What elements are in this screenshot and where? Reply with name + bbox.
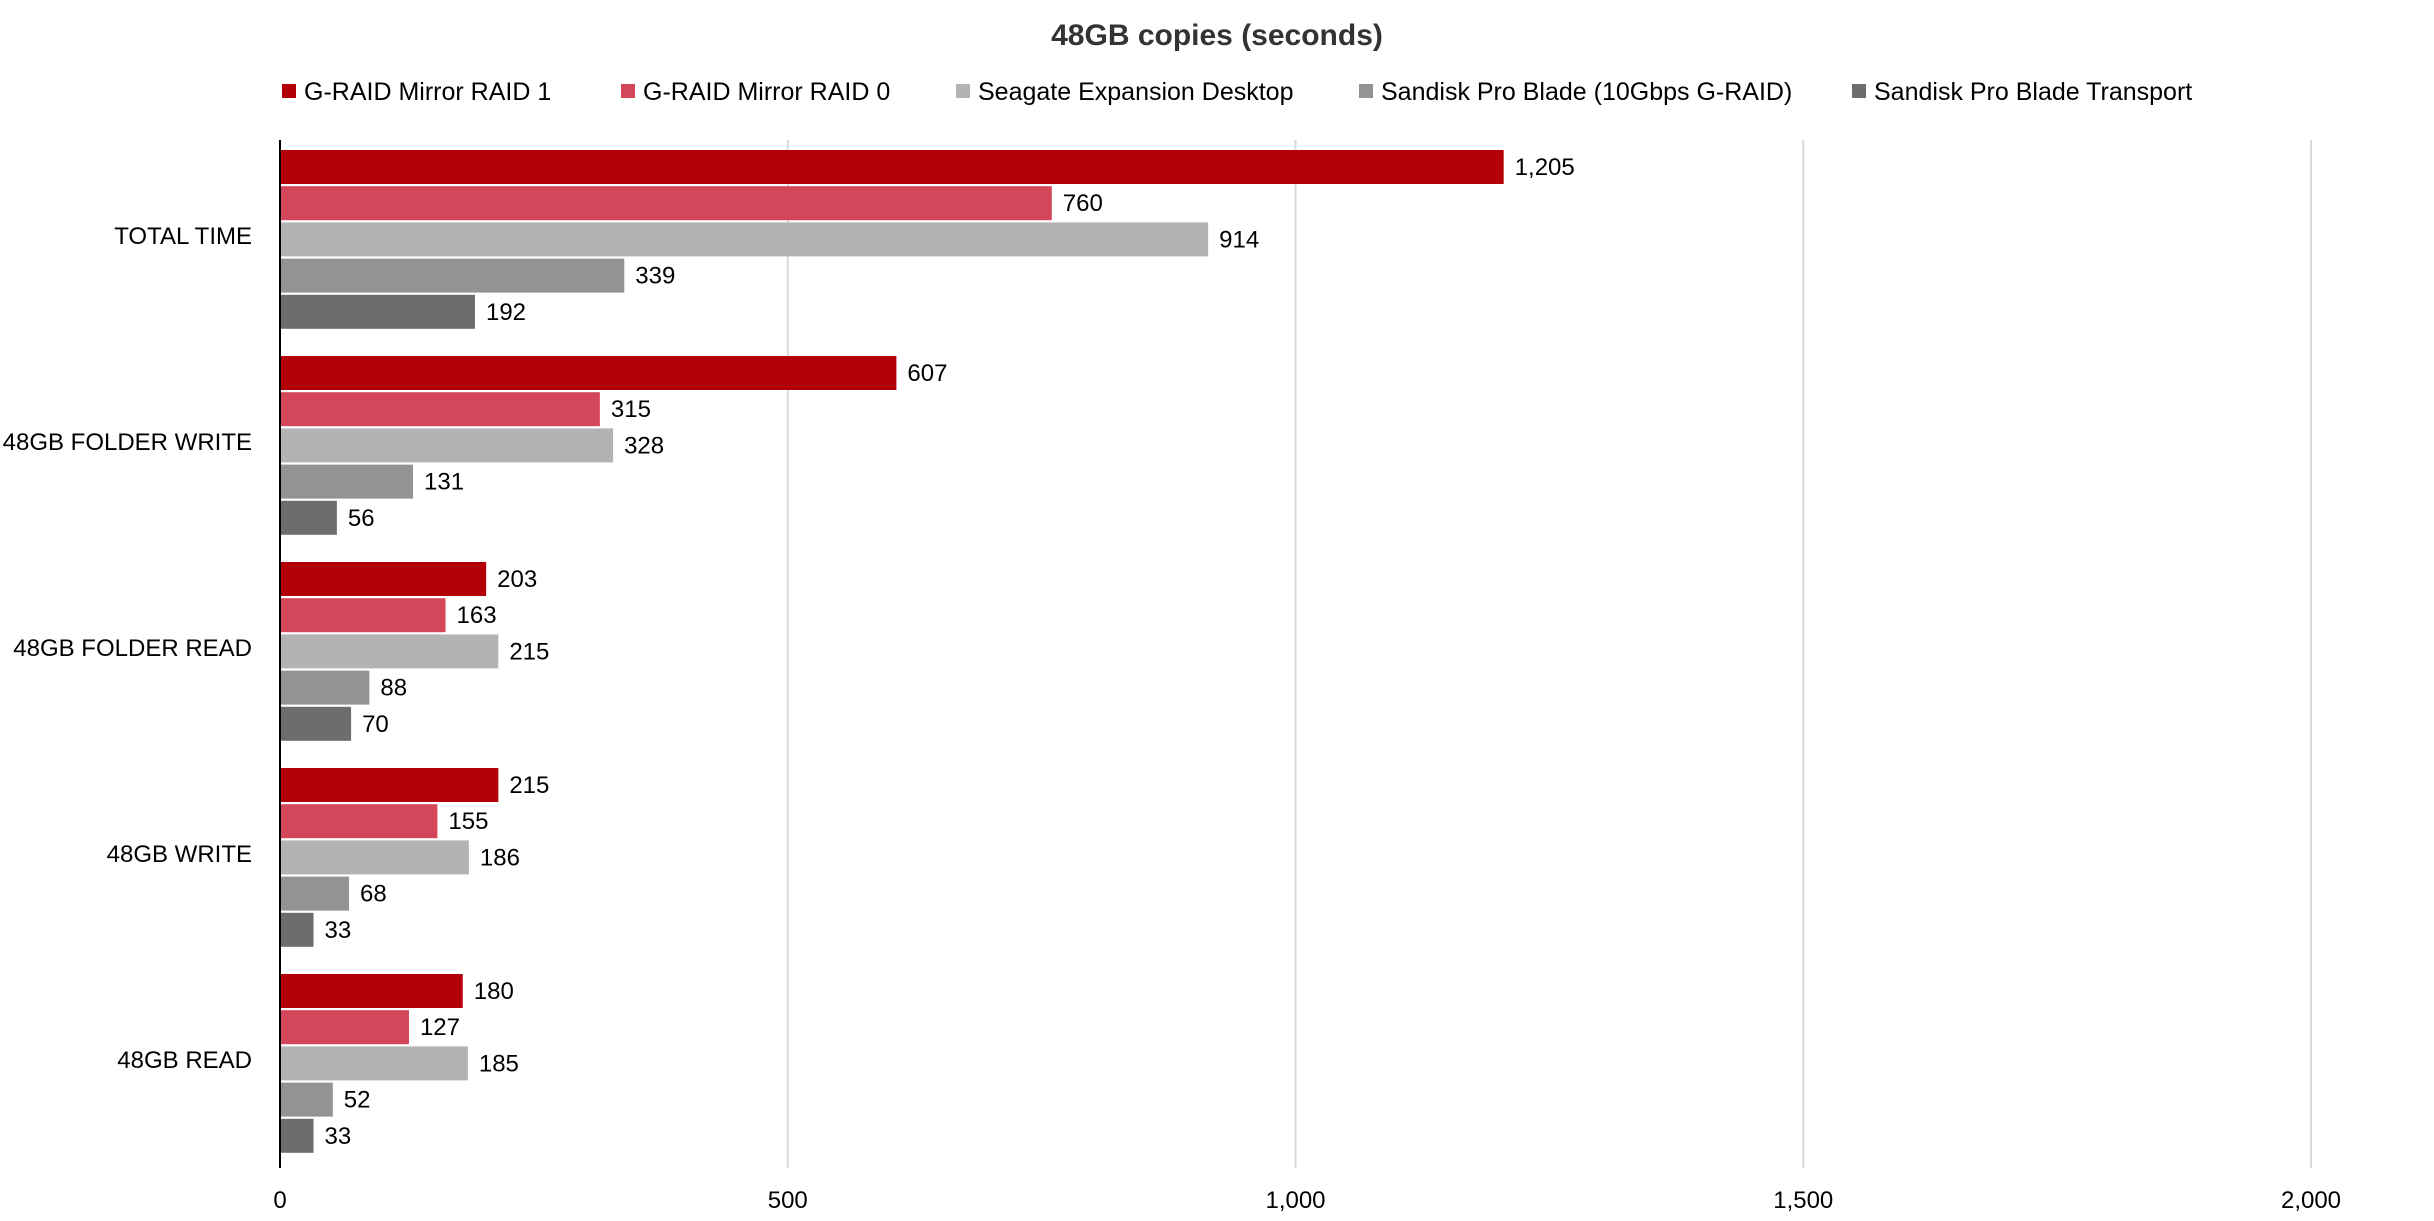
legend-item: Seagate Expansion Desktop (956, 78, 1294, 106)
bar (280, 1082, 333, 1117)
legend-item: G-RAID Mirror RAID 0 (621, 78, 890, 106)
data-label: 914 (1219, 226, 1259, 253)
legend-swatch (956, 84, 970, 98)
bar (280, 428, 614, 463)
x-tick-label: 1,000 (1265, 1187, 1325, 1214)
x-tick-labels: 0 500 1,000 1,500 2,000 (273, 1187, 2341, 1214)
data-label: 203 (497, 566, 537, 593)
legend-label: Seagate Expansion Desktop (978, 78, 1294, 106)
data-label: 155 (448, 808, 488, 835)
legend-label: G-RAID Mirror RAID 1 (304, 78, 551, 106)
data-label: 192 (486, 299, 526, 326)
bar (280, 804, 438, 839)
category-label: 48GB WRITE (107, 841, 252, 868)
data-label: 215 (509, 638, 549, 665)
bars (280, 150, 1504, 1153)
legend-swatch (621, 84, 635, 98)
bar (280, 598, 446, 633)
legend-swatch (282, 84, 296, 98)
data-label: 33 (325, 917, 352, 944)
x-tick-label: 0 (273, 1187, 286, 1214)
data-label: 185 (479, 1050, 519, 1077)
data-label: 68 (360, 881, 387, 908)
chart-title: 48GB copies (seconds) (1051, 19, 1383, 52)
bar (280, 974, 463, 1008)
data-label: 607 (907, 360, 947, 387)
bar (280, 706, 352, 741)
data-label: 186 (480, 844, 520, 871)
bar (280, 356, 897, 390)
bar (280, 150, 1504, 184)
category-label: 48GB FOLDER READ (13, 635, 252, 662)
data-label: 131 (424, 469, 464, 496)
bar (280, 634, 499, 669)
data-label: 215 (509, 772, 549, 799)
data-label: 1,205 (1515, 154, 1575, 181)
bar (280, 1118, 314, 1153)
bar (280, 562, 487, 596)
data-label: 315 (611, 396, 651, 423)
data-label: 88 (380, 675, 407, 702)
category-label: TOTAL TIME (114, 223, 252, 250)
data-label: 163 (457, 602, 497, 629)
bar (280, 500, 337, 535)
legend-item: Sandisk Pro Blade Transport (1852, 78, 2192, 106)
bar (280, 186, 1052, 221)
legend-label: G-RAID Mirror RAID 0 (643, 78, 890, 106)
x-tick-label: 2,000 (2281, 1187, 2341, 1214)
data-label: 127 (420, 1014, 460, 1041)
legend-swatch (1852, 84, 1866, 98)
bar (280, 222, 1209, 257)
category-label: 48GB READ (117, 1047, 252, 1074)
bar (280, 670, 370, 705)
x-tick-label: 1,500 (1773, 1187, 1833, 1214)
x-tick-label: 500 (768, 1187, 808, 1214)
data-label: 180 (474, 978, 514, 1005)
bar (280, 258, 625, 293)
category-labels: TOTAL TIME 48GB FOLDER WRITE 48GB FOLDER R… (3, 223, 252, 1074)
data-label: 339 (635, 263, 675, 290)
legend-label: Sandisk Pro Blade Transport (1874, 78, 2192, 106)
bar (280, 1046, 468, 1081)
bar (280, 392, 600, 427)
legend: G-RAID Mirror RAID 1 G-RAID Mirror RAID 0… (282, 78, 2192, 106)
bar (280, 464, 414, 499)
data-label: 328 (624, 432, 664, 459)
data-label: 52 (344, 1087, 371, 1114)
category-label: 48GB FOLDER WRITE (3, 429, 252, 456)
bar (280, 768, 499, 802)
bar (280, 840, 469, 875)
data-label: 760 (1063, 190, 1103, 217)
data-label: 33 (325, 1123, 352, 1150)
bar (280, 294, 475, 329)
legend-label: Sandisk Pro Blade (10Gbps G-RAID) (1381, 78, 1792, 106)
bar (280, 1010, 409, 1045)
legend-swatch (1359, 84, 1373, 98)
gridlines (786, 140, 2312, 1168)
data-label: 70 (362, 711, 389, 738)
legend-item: G-RAID Mirror RAID 1 (282, 78, 551, 106)
bar (280, 912, 314, 947)
bar (280, 876, 350, 911)
data-label: 56 (348, 505, 375, 532)
legend-item: Sandisk Pro Blade (10Gbps G-RAID) (1359, 78, 1792, 106)
